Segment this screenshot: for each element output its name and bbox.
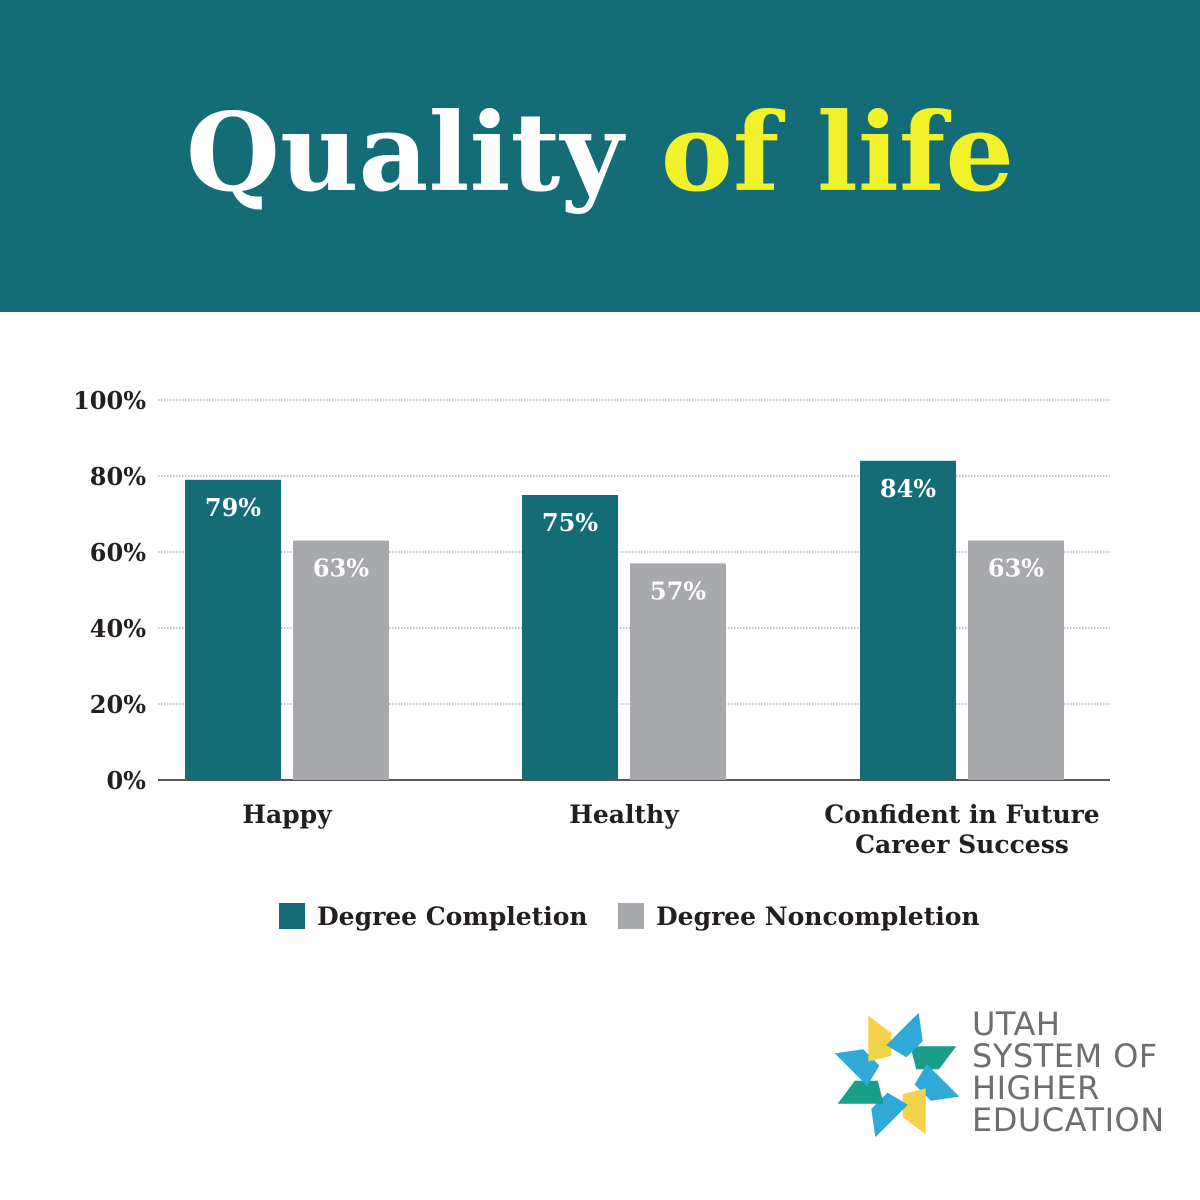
legend-swatch-completion (279, 903, 305, 929)
bar (860, 460, 956, 780)
category-label: Confident in Future (824, 800, 1099, 829)
pinwheel-logo-icon (834, 1012, 960, 1138)
bar-value-label: 79% (205, 493, 261, 522)
bar-value-label: 63% (988, 554, 1044, 583)
bar-value-label: 57% (650, 576, 706, 605)
bar-value-label: 75% (542, 508, 598, 537)
y-tick-label: 20% (90, 690, 146, 719)
logo-line: UTAH (972, 1005, 1061, 1043)
logo-wordmark: UTAH SYSTEM OF HIGHER EDUCATION (972, 1008, 1165, 1136)
bar-value-label: 84% (880, 474, 936, 503)
y-tick-label: 100% (73, 386, 146, 415)
logo-line: SYSTEM OF (972, 1037, 1158, 1075)
y-tick-label: 40% (90, 614, 146, 643)
bar-value-label: 63% (313, 554, 369, 583)
title-part-1: Quality (185, 90, 624, 216)
pinwheel-blade (868, 1015, 892, 1062)
bar (630, 563, 726, 780)
pinwheel-blade (871, 1092, 908, 1138)
pinwheel-blade (834, 1049, 880, 1086)
category-label: Career Success (855, 830, 1069, 859)
logo-line: HIGHER (972, 1069, 1100, 1107)
title-part-2: of life (660, 90, 1015, 216)
bar (522, 495, 618, 780)
ushe-logo: UTAH SYSTEM OF HIGHER EDUCATION (830, 1008, 1170, 1143)
legend-swatch-noncompletion (618, 903, 644, 929)
pinwheel-blade (910, 1046, 957, 1070)
bar (968, 540, 1064, 780)
page-title: Quality of life (0, 88, 1200, 218)
bar-chart: 0% 20% 40% 60% 80% 100% 79% 63% Happy 75% 57% Healt… (73, 386, 1110, 859)
pinwheel-blade (914, 1064, 960, 1101)
pinwheel-blade (886, 1012, 923, 1058)
category-label: Happy (242, 800, 333, 829)
legend-item-completion: Degree Completion (279, 896, 588, 936)
legend-label-completion: Degree Completion (317, 901, 588, 931)
bar (185, 479, 281, 780)
logo-line: EDUCATION (972, 1101, 1165, 1139)
legend-item-noncompletion: Degree Noncompletion (618, 896, 980, 936)
y-tick-label: 60% (90, 538, 146, 567)
y-tick-label: 0% (106, 766, 146, 795)
header-banner: Quality of life (0, 0, 1200, 312)
pinwheel-blade (837, 1080, 884, 1104)
y-tick-label: 80% (90, 462, 146, 491)
chart-legend: Degree Completion Degree Noncompletion (0, 896, 1200, 936)
bar (293, 540, 389, 780)
category-label: Healthy (569, 800, 680, 829)
legend-label-noncompletion: Degree Noncompletion (656, 901, 980, 931)
pinwheel-blade (902, 1088, 926, 1135)
